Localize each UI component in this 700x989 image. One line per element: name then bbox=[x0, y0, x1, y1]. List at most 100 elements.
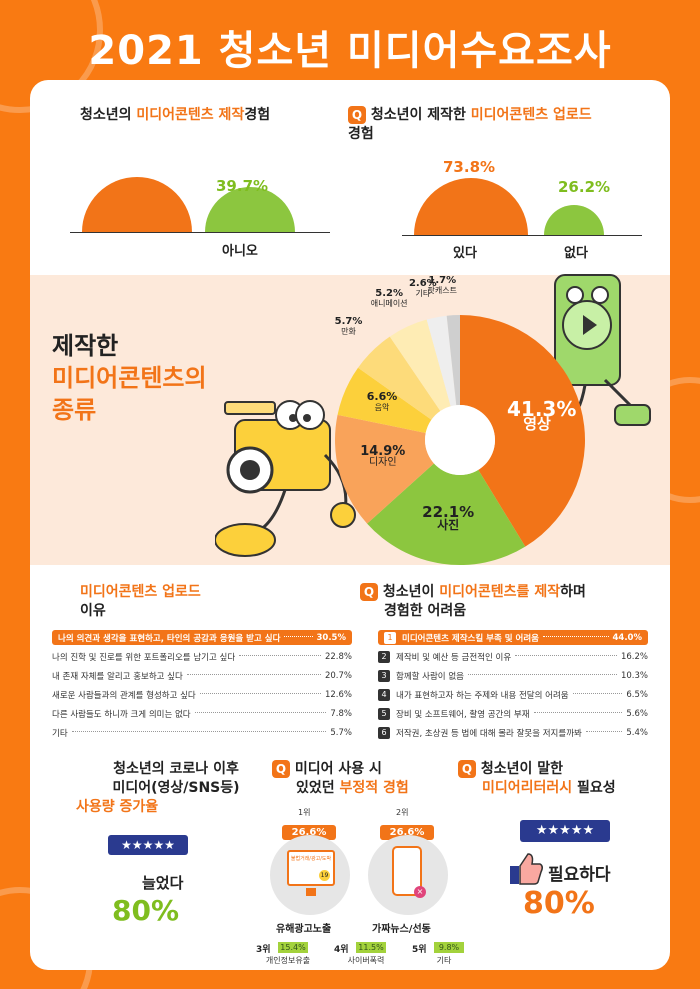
content-type-pie-chart bbox=[335, 315, 586, 565]
sec7-rank2: 2위 bbox=[396, 808, 409, 817]
sec1-no-half bbox=[205, 187, 295, 232]
sec2-yes-pct: 73.8% bbox=[443, 158, 496, 176]
sec1-no-pct: 39.7% bbox=[216, 177, 269, 195]
sec2-title-pre: 청소년이 제작한 bbox=[370, 107, 471, 123]
sec7-rank1: 1위 bbox=[298, 808, 311, 817]
monitor-icon: 불법거래/광고/도박 19 bbox=[287, 850, 335, 886]
sec3-line2: 미디어콘텐츠의 bbox=[52, 364, 207, 392]
sec6-line1: 청소년의 코로나 이후 bbox=[113, 761, 239, 777]
difficulty-row: 5 장비 및 소프트웨어, 촬영 공간의 부재 5.6% bbox=[378, 706, 648, 721]
thumbs-up-icon bbox=[508, 852, 544, 886]
upload-reason-row: 나의 진학 및 진로를 위한 포트폴리오를 남기고 싶다 22.8% bbox=[52, 651, 352, 663]
sec2-title: Q 청소년이 제작한 미디어콘텐츠 업로드 경험 bbox=[348, 106, 592, 144]
sec2-no-half bbox=[544, 205, 604, 235]
upload-reason-row: 다른 사람들도 하니까 크게 의미는 없다 7.8% bbox=[52, 708, 352, 720]
difficulty-row: 2 제작비 및 예산 등 금전적인 이유 16.2% bbox=[378, 649, 648, 664]
content-card: 청소년의 미디어콘텐츠 제작경험 39.7% 아니오 Q 청소년이 제작한 미디… bbox=[30, 80, 670, 970]
sec6-line2: 미디어(영상/SNS등) bbox=[112, 780, 240, 796]
sec2-yes-half bbox=[414, 178, 528, 235]
q-badge: Q bbox=[348, 106, 366, 124]
difficulty-row: 6 저작권, 초상권 등 법에 대해 몰라 잘못을 저지를까봐 5.4% bbox=[378, 725, 648, 740]
pie-slice-애니메이션 bbox=[389, 319, 451, 412]
q-badge: Q bbox=[458, 760, 476, 778]
sec7-other-ranks: 3위 15.4% 개인정보유출 4위 11.5% 사이버폭력 5위 9.8% 기타 bbox=[250, 942, 480, 970]
sec7-rank1-label: 유해광고노출 bbox=[276, 924, 332, 935]
sec7-line2-highlight: 부정적 경험 bbox=[339, 780, 409, 796]
pie-label-영상: 41.3% 영상 bbox=[507, 397, 577, 434]
sec6-stars: ★★★★★ bbox=[108, 835, 188, 855]
sec8-line1: 청소년이 말한 bbox=[480, 761, 564, 777]
camera-mascot-icon bbox=[215, 400, 356, 557]
pie-label-애니메이션: 5.2% 애니메이션 bbox=[370, 288, 408, 309]
sec1-title: 청소년의 미디어콘텐츠 제작경험 bbox=[80, 106, 270, 125]
pie-label-팟캐스트: 1.7% 팟캐스트 bbox=[427, 275, 457, 296]
sec1-title-post: 경험 bbox=[244, 107, 271, 123]
sec5-title-highlight: 미디어콘텐츠를 제작 bbox=[439, 584, 561, 600]
sec8-title: Q 청소년이 말한 미디어리터러시 필요성 bbox=[458, 760, 616, 798]
upload-reason-row: 나의 의견과 생각을 표현하고, 타인의 공감과 응원을 받고 싶다 30.5% bbox=[52, 630, 352, 645]
difficulty-row: 1 미디어콘텐츠 제작스킬 부족 및 어려움 44.0% bbox=[378, 630, 648, 645]
sec8-stars: ★★★★★ bbox=[520, 820, 610, 842]
sec2-yes-label: 있다 bbox=[453, 246, 477, 261]
sec6-line3: 사용량 증가율 bbox=[76, 799, 159, 815]
sec8-answer: 필요하다 bbox=[548, 865, 611, 885]
pie-label-기타: 2.6% 기타 bbox=[408, 277, 437, 298]
sec2-title-line2: 경험 bbox=[348, 126, 374, 142]
sec6-answer: 늘었다 bbox=[142, 874, 184, 892]
sec7-line2-pre: 있었던 bbox=[296, 780, 340, 796]
sec5-title-pre: 청소년이 bbox=[382, 584, 440, 600]
sec8-value: 80% bbox=[523, 886, 595, 921]
sec7-line1: 미디어 사용 시 bbox=[294, 761, 382, 777]
pie-slice-음악 bbox=[337, 367, 432, 433]
sec8-line2-post: 필요성 bbox=[572, 780, 616, 796]
monitor-stand bbox=[306, 888, 316, 896]
pie-label-사진: 22.1% 사진 bbox=[422, 503, 475, 533]
monitor-screen-text: 불법거래/광고/도박 bbox=[290, 856, 332, 862]
sec4-list: 나의 의견과 생각을 표현하고, 타인의 공감과 응원을 받고 싶다 30.5% 나… bbox=[52, 630, 352, 744]
sec4-title: 미디어콘텐츠 업로드 이유 bbox=[80, 583, 201, 621]
sec7-rank2-label: 가짜뉴스/선동 bbox=[372, 924, 431, 935]
sec1-half-circles bbox=[70, 177, 330, 233]
sec2-no-pct: 26.2% bbox=[558, 178, 611, 196]
sec2-no-label: 없다 bbox=[564, 246, 588, 261]
sec4-title-line2: 이유 bbox=[80, 603, 106, 619]
upload-reason-row: 내 존재 자체를 알리고 홍보하고 싶다 20.7% bbox=[52, 670, 352, 682]
page-title: 2021 청소년 미디어수요조사 bbox=[88, 28, 612, 74]
sec5-title-line2: 경험한 어려움 bbox=[384, 603, 467, 619]
sec4-title-highlight: 미디어콘텐츠 업로드 bbox=[80, 584, 201, 600]
pie-label-음악: 6.6% 음악 bbox=[366, 390, 398, 413]
q-badge: Q bbox=[272, 760, 290, 778]
pie-slice-팟캐스트 bbox=[446, 315, 460, 406]
pie-slice-사진 bbox=[367, 463, 526, 565]
sec5-title: Q 청소년이 미디어콘텐츠를 제작하며 경험한 어려움 bbox=[360, 583, 586, 621]
upload-reason-row: 기타 5.7% bbox=[52, 727, 352, 739]
sec3-line3: 종류 bbox=[52, 396, 97, 424]
sec6-value: 80% bbox=[112, 894, 180, 927]
sec5-title-post: 하며 bbox=[560, 584, 586, 600]
pie-slice-디자인 bbox=[335, 414, 434, 524]
sec3-title: 제작한 미디어콘텐츠의 종류 bbox=[52, 330, 207, 426]
q-badge: Q bbox=[360, 583, 378, 601]
pie-slice-만화 bbox=[358, 336, 441, 420]
sec7-title: Q 미디어 사용 시 있었던 부정적 경험 bbox=[272, 760, 409, 798]
difficulty-row: 4 내가 표현하고자 하는 주제와 내용 전달의 어려움 6.5% bbox=[378, 687, 648, 702]
pie-label-디자인: 14.9% 디자인 bbox=[360, 443, 406, 468]
close-icon: × bbox=[414, 886, 426, 898]
phone-icon: × bbox=[392, 846, 426, 898]
sec2-half-circles bbox=[402, 178, 642, 236]
upload-reason-row: 새로운 사람들과의 관계를 형성하고 싶다 12.6% bbox=[52, 689, 352, 701]
pie-label-만화: 5.7% 만화 bbox=[334, 316, 363, 337]
sec1-title-highlight: 미디어콘텐츠 제작 bbox=[136, 107, 245, 123]
pie-slice-기타 bbox=[426, 315, 457, 407]
sec1-yes-half bbox=[82, 177, 192, 232]
sec6-title: 청소년의 코로나 이후 미디어(영상/SNS등) 사용량 증가율 bbox=[76, 760, 276, 817]
sec2-title-highlight: 미디어콘텐츠 업로드 bbox=[470, 107, 592, 123]
sec3-line1: 제작한 bbox=[52, 332, 119, 360]
sec1-title-pre: 청소년의 bbox=[80, 107, 137, 123]
sec8-line2-highlight: 미디어리터러시 bbox=[482, 780, 573, 796]
age-19-badge: 19 bbox=[319, 870, 330, 881]
phone-mascot-icon bbox=[554, 274, 651, 427]
pie-slice-영상 bbox=[460, 315, 586, 547]
difficulty-row: 3 함께할 사람이 없음 10.3% bbox=[378, 668, 648, 683]
sec5-list: 1 미디어콘텐츠 제작스킬 부족 및 어려움 44.0% 2 제작비 및 예산 등 금전… bbox=[378, 630, 648, 744]
